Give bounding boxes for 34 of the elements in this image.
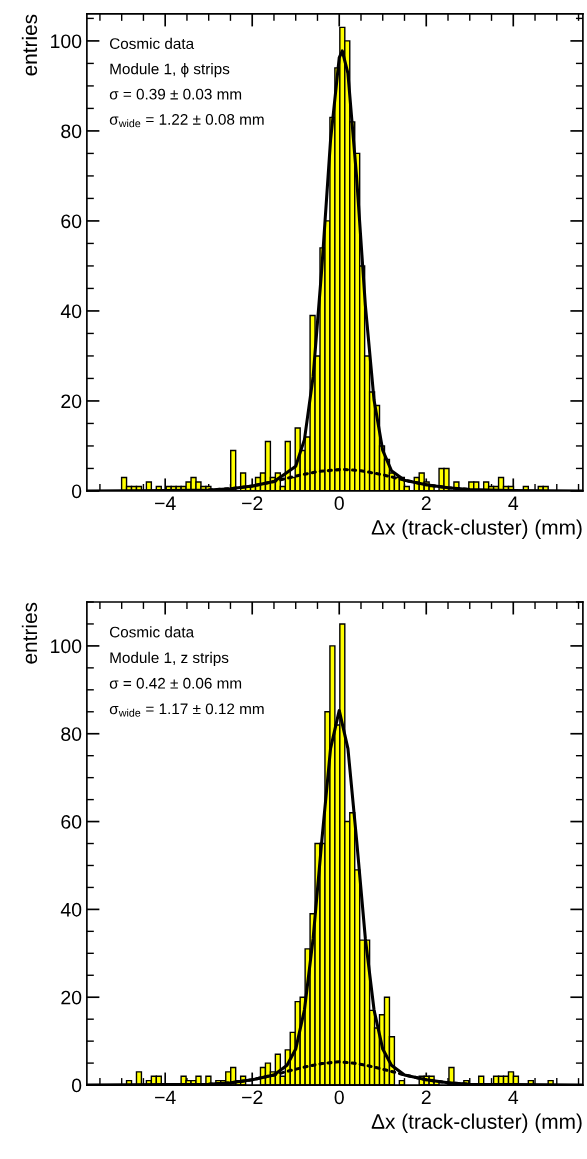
y-axis-title: entries (21, 14, 38, 76)
x-axis-title: Δx (track-cluster) (mm) (371, 519, 582, 539)
y-tick-label: 60 (61, 214, 82, 229)
x-tick-label: 4 (508, 496, 519, 510)
y-tick-label: 100 (51, 34, 82, 49)
y-axis-title: entries (21, 602, 38, 664)
annotation: Module 1, z strips (110, 651, 229, 667)
y-tick-label: 0 (71, 1078, 82, 1093)
annotation: Cosmic data (109, 37, 195, 50)
annotation: Module 1, ϕ strips (110, 63, 230, 78)
x-tick-label: 0 (334, 496, 344, 511)
x-tick-label: −2 (242, 1090, 263, 1105)
y-tick-label: 40 (60, 902, 82, 917)
y-tick-label: 100 (51, 639, 82, 654)
x-tick-label: −4 (155, 1090, 176, 1105)
annotation: σ$_{wide}$ = 1.22 ± 0.08 mm (109, 114, 264, 128)
y-tick-label: 20 (61, 394, 82, 409)
x-axis-title: Δx (track-cluster) (mm) (371, 1113, 582, 1134)
x-tick-label: 2 (421, 496, 431, 510)
y-tick-label: 60 (61, 815, 82, 829)
y-tick-label: 0 (71, 484, 82, 499)
x-tick-label: 4 (508, 1090, 519, 1105)
annotation: σ = 0.39 ± 0.03 mm (109, 88, 242, 100)
annotation: Cosmic data (109, 626, 195, 638)
y-tick-label: 40 (60, 304, 82, 319)
y-tick-label: 20 (61, 990, 82, 1005)
x-tick-label: −2 (242, 496, 263, 510)
y-tick-label: 80 (61, 124, 82, 139)
annotation: σ = 0.42 ± 0.06 mm (109, 677, 242, 689)
x-tick-label: 0 (334, 1090, 344, 1105)
annotation: σ$_{wide}$ = 1.17 ± 0.12 mm (109, 703, 264, 717)
x-tick-label: −4 (155, 496, 176, 510)
x-tick-label: 2 (421, 1090, 431, 1105)
y-tick-label: 80 (61, 727, 82, 741)
